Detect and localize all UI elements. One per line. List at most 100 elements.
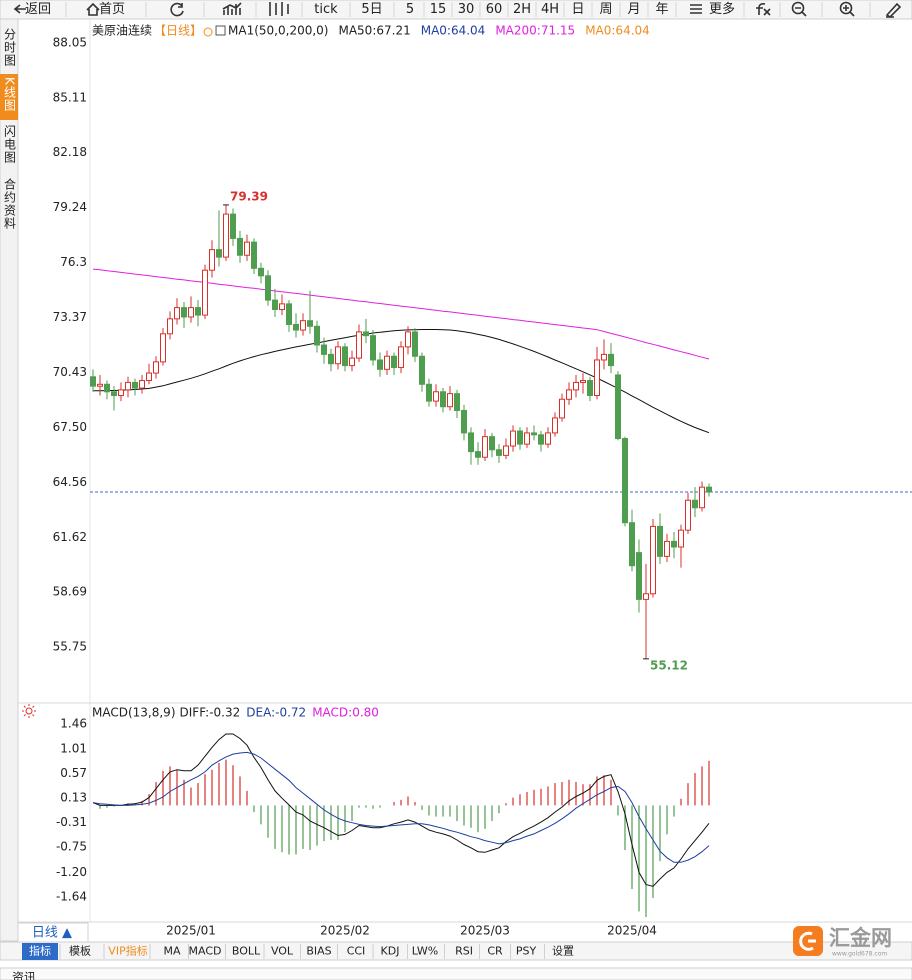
toolbar-button[interactable]: 周 xyxy=(599,2,612,17)
candle-body xyxy=(594,359,600,397)
candle-body xyxy=(356,331,362,359)
home-icon[interactable] xyxy=(86,2,100,16)
toolbar-button[interactable]: 首页 xyxy=(99,2,125,17)
sidebar-tab[interactable]: 合约资料 xyxy=(3,177,17,230)
candle-body xyxy=(559,398,565,419)
candle-body xyxy=(167,318,173,335)
candle-body xyxy=(461,409,467,434)
x-tick-label: 2025/04 xyxy=(607,924,657,938)
candle-body xyxy=(244,241,250,256)
period-icon[interactable] xyxy=(203,27,213,37)
candle-body xyxy=(391,355,397,368)
candle-body xyxy=(153,361,159,374)
settings-icon[interactable] xyxy=(22,704,36,718)
candle-body xyxy=(496,449,502,456)
high-label: 79.39 xyxy=(230,189,268,203)
candle-body xyxy=(601,353,607,361)
candle-body xyxy=(146,372,152,382)
candle-body xyxy=(181,307,187,318)
y-tick-label: 79.24 xyxy=(53,200,87,214)
logo-glyph xyxy=(799,931,816,951)
indicator-tab[interactable]: 模板 xyxy=(69,944,91,958)
candle-body xyxy=(426,383,432,402)
y-tick-label: 55.75 xyxy=(53,640,87,654)
y-tick-label: 1.01 xyxy=(60,742,87,756)
refresh-icon[interactable] xyxy=(170,2,184,17)
indicator-tab[interactable]: VOL xyxy=(271,945,294,958)
indicator-tab[interactable]: BOLL xyxy=(232,945,261,958)
candle-body xyxy=(118,389,124,397)
toolbar-button[interactable]: 年 xyxy=(655,2,668,17)
y-tick-label: 82.18 xyxy=(53,145,87,159)
fx-icon[interactable] xyxy=(756,3,771,16)
period-tab[interactable]: 日线 ▲ xyxy=(32,926,72,941)
ma-line xyxy=(92,268,710,360)
candle-body xyxy=(349,357,355,367)
sidebar-active xyxy=(0,74,18,120)
toolbar-button[interactable]: 4H xyxy=(541,2,559,17)
ma-icon[interactable] xyxy=(215,25,226,36)
sidebar-tab[interactable]: 分时图 xyxy=(3,28,17,67)
macd-legend-item: DIFF:-0.32 xyxy=(180,706,241,720)
candle-body xyxy=(545,432,551,445)
indicator-tab[interactable]: 指标 xyxy=(29,944,51,958)
draw-icon[interactable] xyxy=(885,2,902,19)
zoom-in-icon[interactable] xyxy=(839,1,853,15)
toolbar-button[interactable]: 月 xyxy=(627,2,640,17)
candle-body xyxy=(503,445,509,456)
indicator-tab[interactable]: VIP指标 xyxy=(108,944,147,958)
candle-body xyxy=(538,434,544,445)
indicator-tab[interactable]: PSY xyxy=(516,945,537,958)
indicator-tab[interactable]: LW% xyxy=(412,945,438,958)
indicator-tab-active xyxy=(22,943,58,960)
toolbar-button[interactable]: 5 xyxy=(406,2,414,17)
y-tick-label: 67.50 xyxy=(53,420,87,434)
legend-item: MA1(50,0,200,0) xyxy=(228,24,328,38)
bar-icon[interactable] xyxy=(222,2,242,15)
candle-icon[interactable] xyxy=(269,2,289,16)
y-tick-label: 85.11 xyxy=(53,90,87,104)
sidebar-tab[interactable]: K线图 xyxy=(3,77,17,112)
candle-body xyxy=(454,393,460,411)
toolbar-button[interactable]: tick xyxy=(314,2,338,17)
x-tick-label: 2025/03 xyxy=(460,924,510,938)
candle-body xyxy=(293,323,299,331)
chart-title: 美原油连续 xyxy=(92,23,152,38)
toolbar-button[interactable]: 日 xyxy=(571,2,584,17)
toolbar-button[interactable]: 15 xyxy=(430,2,447,17)
y-tick-label: 70.43 xyxy=(53,365,87,379)
toolbar-button[interactable]: 30 xyxy=(458,2,475,17)
indicator-tab[interactable]: CR xyxy=(487,945,503,958)
indicator-tab[interactable]: MACD xyxy=(189,945,222,958)
back-icon[interactable] xyxy=(13,4,26,14)
diff-line xyxy=(92,733,710,887)
y-tick-label: 58.69 xyxy=(53,585,87,599)
toolbar-button[interactable]: 返回 xyxy=(25,2,51,17)
more-icon[interactable] xyxy=(690,4,702,14)
indicator-tab[interactable]: KDJ xyxy=(381,945,400,958)
legend-item: MA0:64.04 xyxy=(585,24,650,38)
logo-name: 汇金网 xyxy=(829,926,892,950)
candle-body xyxy=(699,486,705,509)
ma-line xyxy=(93,329,710,434)
sidebar-tab[interactable]: 闪电图 xyxy=(3,125,17,164)
candle-body xyxy=(517,430,523,445)
legend-item: MA0:64.04 xyxy=(421,24,486,38)
indicator-tab[interactable]: RSI xyxy=(455,945,473,958)
indicator-tab[interactable]: BIAS xyxy=(306,945,331,958)
candle-body xyxy=(307,320,313,327)
candle-body xyxy=(419,355,425,385)
toolbar-button[interactable]: 2H xyxy=(513,2,531,17)
zoom-out-icon[interactable] xyxy=(791,1,805,15)
footer-tab[interactable]: 资讯 xyxy=(12,971,36,980)
candle-body xyxy=(629,522,635,567)
indicator-tab[interactable]: CCI xyxy=(347,945,366,958)
toolbar-button[interactable]: 60 xyxy=(486,2,503,17)
toolbar-button[interactable]: 更多 xyxy=(709,1,735,17)
indicator-tab[interactable]: MA xyxy=(163,945,180,958)
toolbar-button[interactable]: 5日 xyxy=(361,2,382,17)
candle-body xyxy=(335,346,341,365)
candle-body xyxy=(377,359,383,370)
indicator-tab[interactable]: 设置 xyxy=(552,945,574,958)
